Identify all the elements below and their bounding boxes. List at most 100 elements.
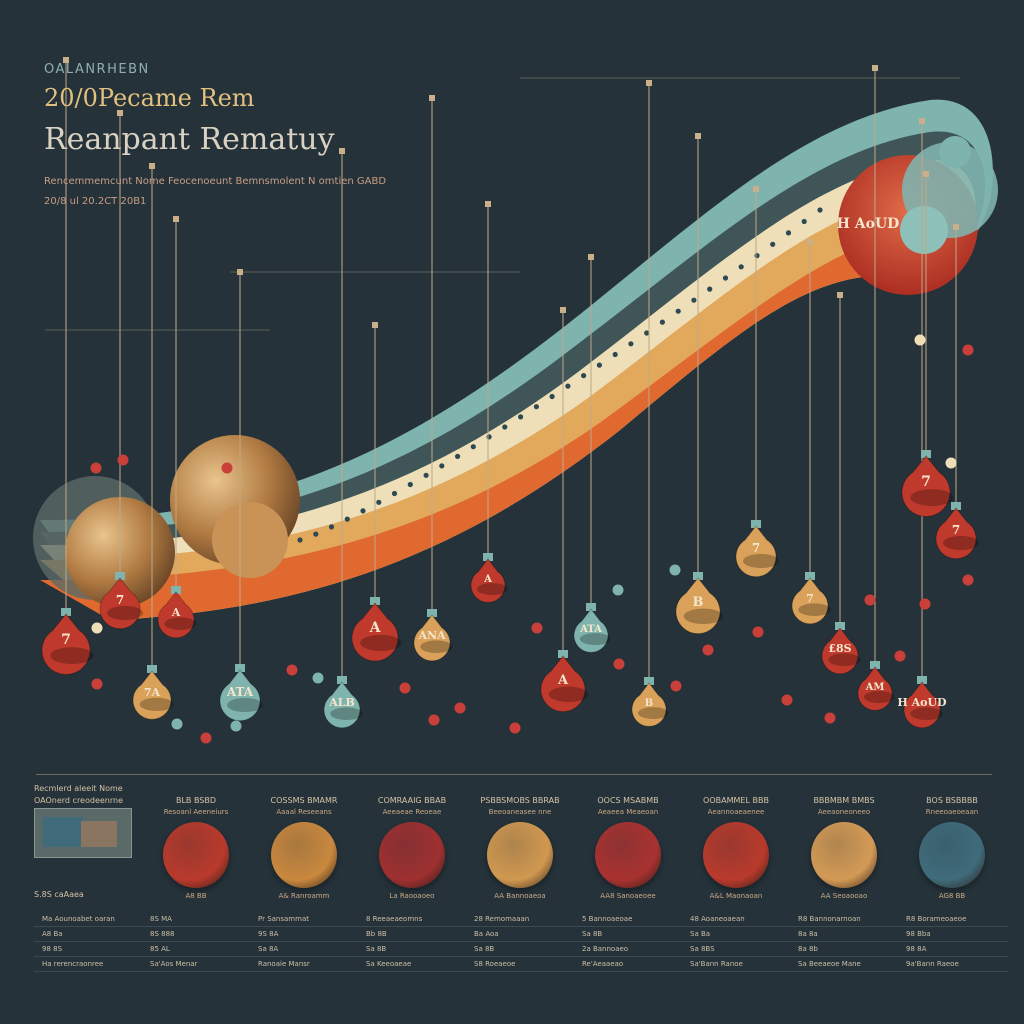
ornament-body — [735, 525, 777, 578]
ornament-shadow — [476, 583, 508, 595]
ornament-cap — [644, 677, 654, 685]
ornament-body — [157, 591, 195, 639]
ribbon-dot — [344, 516, 350, 522]
left-row: Ma Aounoabet oaran — [34, 912, 144, 927]
ornament-top-tag — [588, 254, 594, 260]
ribbon-dot — [328, 524, 335, 530]
ornament-body — [901, 455, 951, 517]
ornament-cap — [337, 676, 347, 684]
ornament-top-tag — [237, 269, 243, 275]
ornament-shadow — [227, 698, 263, 712]
ornament-cap — [805, 572, 815, 580]
ribbon-dot — [675, 308, 681, 314]
ribbon-dot — [565, 383, 571, 389]
column-header: BLB BSBD — [175, 796, 217, 805]
left-row: A8 Ba — [34, 927, 144, 942]
ornament-top-tag — [872, 65, 878, 71]
ornament-top-tag — [173, 216, 179, 222]
scatter-dot — [781, 694, 793, 706]
scatter-dot — [914, 334, 926, 346]
ornament-shadow — [910, 489, 954, 506]
left-column-subheader: OAOnerd creodeenrne — [34, 796, 124, 805]
ornament-cap — [586, 603, 596, 611]
column-rows: 8S MA 8S 888 85 AL Sa'Aos Menar — [142, 912, 252, 972]
ribbon-dot — [707, 286, 713, 292]
panel-column: BBBMBM BMBS Aeeaoneoneeo AA Seoaooao R8 Ban… — [784, 784, 904, 1014]
scatter-dot — [613, 658, 625, 670]
column-badge-icon — [811, 822, 877, 888]
column-row: Re'Aeaaeao — [574, 957, 684, 972]
ornament-top-tag — [149, 163, 155, 169]
description-line-1: Rencemmemcunt Nome Feocenoeunt Bemnsmole… — [44, 176, 387, 187]
ornament-top-tag — [923, 171, 929, 177]
ornament-shadow — [164, 617, 197, 630]
scatter-dot — [669, 564, 681, 576]
ornament-shadow — [743, 554, 779, 568]
ornament-shadow — [107, 606, 143, 620]
column-row: 8a 8b — [790, 942, 900, 957]
scatter-dot — [91, 678, 103, 690]
ornament-cap — [751, 520, 761, 528]
ornament-top-tag — [695, 133, 701, 139]
column-header: PSBBSMOBS BBRAB — [480, 796, 560, 805]
ornament-label: ATA — [226, 685, 254, 699]
ribbon-dot — [549, 393, 555, 400]
column-rows: 48 Aoaneoaean Sa Ba Sa 8BS Sa'Bann Ranoe — [682, 912, 792, 972]
column-rows: R8 Bannonarnoan 8a 8a 8a 8b Sa Beeaeoe Mane — [790, 912, 900, 972]
ribbon-dot — [644, 330, 650, 336]
scatter-dots — [90, 334, 974, 744]
column-header: OOCS MSABMB — [597, 796, 659, 805]
ornament-shadow — [360, 634, 402, 651]
scatter-dot — [531, 622, 543, 634]
ribbon-dot — [423, 472, 429, 478]
scatter-dot — [824, 712, 836, 724]
column-code: AG8 BB — [938, 892, 966, 900]
panel-column: COMRAAIG BBAB Aeeaeae Reoeae La Raooaoeo 8 … — [352, 784, 472, 1014]
column-row: Sa Keeoaeae — [358, 957, 468, 972]
ornament-cap — [483, 553, 493, 561]
column-row: 5 Bannoaeoae — [574, 912, 684, 927]
scatter-dot — [286, 664, 298, 676]
column-row: 98 8A — [898, 942, 1008, 957]
ribbon-dot — [407, 481, 413, 488]
column-row: Sa'Aos Menar — [142, 957, 252, 972]
column-row: Sa Ba — [682, 927, 792, 942]
ornament-label: 7 — [806, 592, 814, 605]
column-row: Bb 8B — [358, 927, 468, 942]
ribbon-dot — [455, 453, 461, 459]
column-rows: Pr Sansammat 9S 8A Sa 8A Ranoaie Mansr — [250, 912, 360, 972]
column-row: Sa'Bann Ranoe — [682, 957, 792, 972]
ribbon-dot — [770, 241, 776, 247]
ornament-label: 7A — [144, 686, 161, 699]
column-row: Ba Aoa — [466, 927, 576, 942]
ornament-label: A — [171, 606, 181, 619]
ribbon-dot — [391, 490, 398, 497]
ornament-top-tag — [837, 292, 843, 298]
scatter-dot — [612, 584, 624, 596]
scatter-dot — [864, 594, 876, 606]
ornament-top-tag — [919, 118, 925, 124]
large-sphere-group — [33, 136, 998, 607]
column-header: OOBAMMEL BBB — [703, 796, 769, 805]
ornament-label: A — [557, 673, 569, 688]
ornament-top-tag — [429, 95, 435, 101]
ornament-shadow — [828, 653, 861, 666]
ornament-label: ANA — [417, 629, 446, 642]
scatter-dot — [945, 457, 957, 469]
ornament-shadow — [637, 707, 669, 719]
left-column-caption: S.8S caAaea — [34, 890, 84, 899]
ribbon-dot — [659, 319, 666, 325]
column-badge-icon — [163, 822, 229, 888]
column-code: A8 BB — [185, 892, 207, 900]
ribbon-dot — [486, 434, 492, 440]
column-badge-icon — [703, 822, 769, 888]
ornament-cap — [558, 650, 568, 658]
column-row: Sa 8B — [574, 927, 684, 942]
ornament-label: ATA — [579, 624, 602, 635]
eyebrow-text: OALANRHEBN — [44, 62, 150, 77]
scatter-dot — [312, 672, 324, 684]
ornament-label: B — [693, 595, 704, 610]
column-row: 28 Remomaaan — [466, 912, 576, 927]
column-badge-icon — [595, 822, 661, 888]
